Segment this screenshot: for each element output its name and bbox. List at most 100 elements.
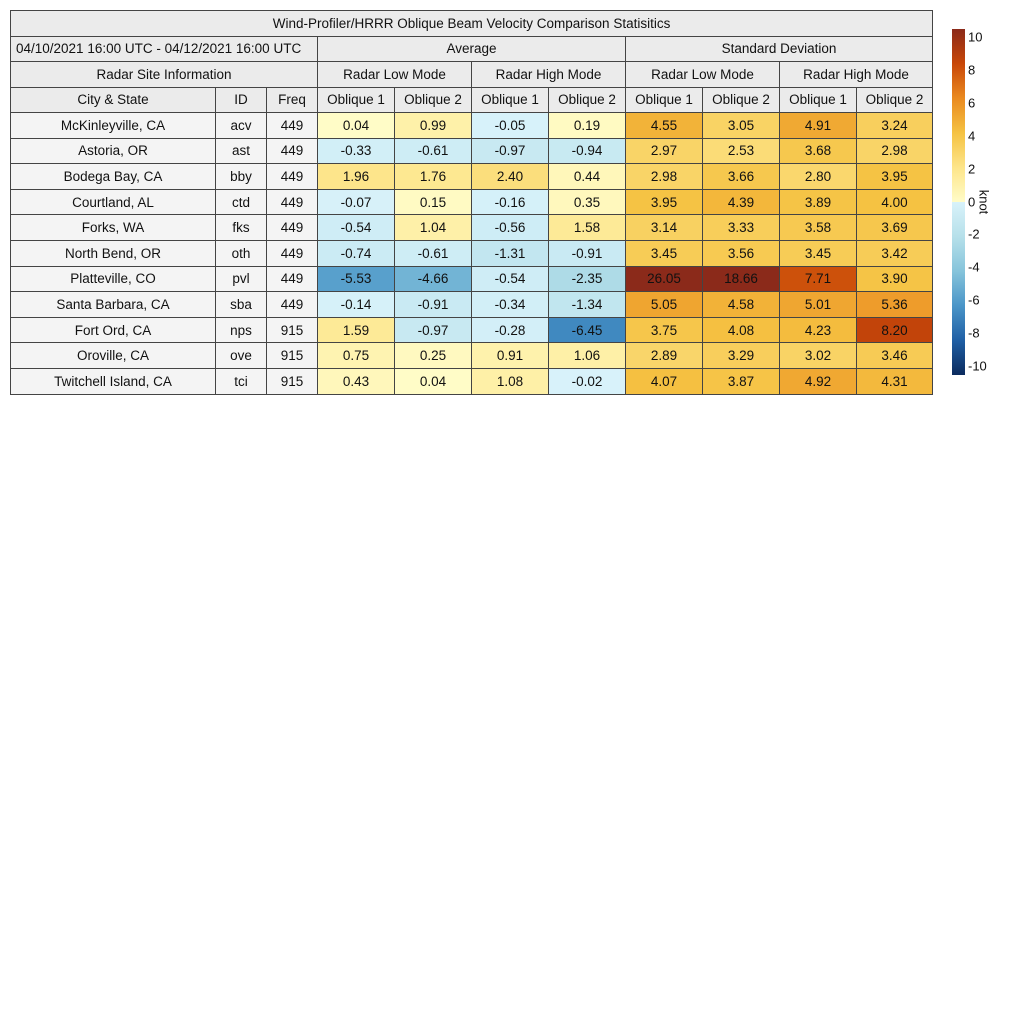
freq-cell: 449 [266,214,318,241]
freq-cell: 915 [266,342,318,369]
value-cell: 4.39 [702,188,780,216]
table-row: North Bend, OR oth 449 -0.74 -0.61 -1.31 -0.91… [10,239,934,267]
value-cell: 0.25 [394,342,472,369]
value-cell: 4.07 [625,367,703,395]
freq-cell: 449 [266,188,318,216]
value-cell: -6.45 [548,316,626,344]
city-cell: Astoria, OR [10,137,216,165]
value-cell: -4.66 [394,265,472,293]
value-cell: 26.05 [625,265,703,293]
table-row: Santa Barbara, CA sba 449 -0.14 -0.91 -0.34 -1… [10,291,934,318]
value-cell: 3.56 [702,239,780,267]
column-header: City & State [10,86,216,113]
value-cell: 2.53 [702,137,780,165]
colorbar-tick: 10 [968,29,983,45]
value-cell: 0.43 [317,367,395,395]
freq-cell: 449 [266,291,318,318]
value-cell: 3.14 [625,214,703,241]
value-cell: -0.07 [317,188,395,216]
table-title: Wind-Profiler/HRRR Oblique Beam Velocity… [9,10,934,37]
value-cell: -0.16 [471,188,549,216]
colorbar-tick: 8 [968,62,976,78]
value-cell: 3.45 [625,239,703,267]
value-cell: -0.54 [471,265,549,293]
table-row: Bodega Bay, CA bby 449 1.96 1.76 2.40 0.44 2.98… [10,163,934,190]
mode-header: Radar Low Mode [317,61,472,88]
value-cell: 3.87 [702,367,780,395]
value-cell: 5.01 [779,291,857,318]
value-cell: 4.91 [779,112,857,139]
value-cell: 0.04 [394,367,472,395]
date-range: 04/10/2021 16:00 UTC - 04/12/2021 16:00 … [10,35,318,62]
value-cell: 18.66 [702,265,780,293]
value-cell: -1.34 [548,291,626,318]
value-cell: 2.98 [855,137,934,165]
value-cell: 3.75 [625,316,703,344]
column-header: Oblique 2 [394,86,472,113]
table-row: Twitchell Island, CA tci 915 0.43 0.04 1.08 -0… [10,367,934,395]
value-cell: 3.29 [702,342,780,369]
id-cell: ast [215,137,267,165]
value-cell: -0.33 [317,137,395,165]
value-cell: 0.15 [394,188,472,216]
freq-cell: 449 [266,137,318,165]
freq-cell: 915 [266,367,318,395]
value-cell: 4.23 [779,316,857,344]
value-cell: -0.91 [394,291,472,318]
value-cell: 2.80 [779,163,857,190]
city-cell: Courtland, AL [10,188,216,216]
value-cell: 0.44 [548,163,626,190]
id-cell: acv [215,112,267,139]
mode-header: Radar Low Mode [625,61,780,88]
mode-header: Radar High Mode [471,61,626,88]
value-cell: 3.95 [625,188,703,216]
value-cell: 1.08 [471,367,549,395]
city-cell: Oroville, CA [10,342,216,369]
value-cell: 3.24 [855,112,934,139]
value-cell: 4.00 [855,188,934,216]
colorbar-tick: -6 [968,292,980,308]
freq-cell: 449 [266,163,318,190]
freq-cell: 449 [266,239,318,267]
value-cell: -0.34 [471,291,549,318]
city-cell: North Bend, OR [10,239,216,267]
value-cell: 2.89 [625,342,703,369]
value-cell: 3.89 [779,188,857,216]
value-cell: -0.02 [548,367,626,395]
table-row: Oroville, CA ove 915 0.75 0.25 0.91 1.06 2.89 3.… [10,342,934,369]
value-cell: 1.04 [394,214,472,241]
id-cell: fks [215,214,267,241]
value-cell: -0.05 [471,112,549,139]
id-cell: tci [215,367,267,395]
column-header: Oblique 2 [855,86,934,113]
value-cell: -5.53 [317,265,395,293]
value-cell: 0.35 [548,188,626,216]
value-cell: 3.69 [855,214,934,241]
value-cell: -0.97 [471,137,549,165]
column-header: Oblique 1 [625,86,703,113]
value-cell: 3.68 [779,137,857,165]
value-cell: -0.56 [471,214,549,241]
colorbar-tick: 2 [968,161,976,177]
value-cell: -0.54 [317,214,395,241]
value-cell: 0.91 [471,342,549,369]
table-row: McKinleyville, CA acv 449 0.04 0.99 -0.05 0.19… [10,112,934,139]
column-header: Oblique 1 [779,86,857,113]
value-cell: 5.36 [855,291,934,318]
city-cell: Twitchell Island, CA [10,367,216,395]
value-cell: 1.06 [548,342,626,369]
column-header: Oblique 1 [471,86,549,113]
value-cell: -0.28 [471,316,549,344]
column-header: Oblique 2 [548,86,626,113]
id-cell: oth [215,239,267,267]
city-cell: Bodega Bay, CA [10,163,216,190]
value-cell: 5.05 [625,291,703,318]
id-cell: ctd [215,188,267,216]
column-header: ID [215,86,267,113]
value-cell: 4.58 [702,291,780,318]
value-cell: 1.59 [317,316,395,344]
value-cell: -1.31 [471,239,549,267]
id-cell: pvl [215,265,267,293]
colorbar-label: knot [976,189,992,215]
value-cell: 7.71 [779,265,857,293]
